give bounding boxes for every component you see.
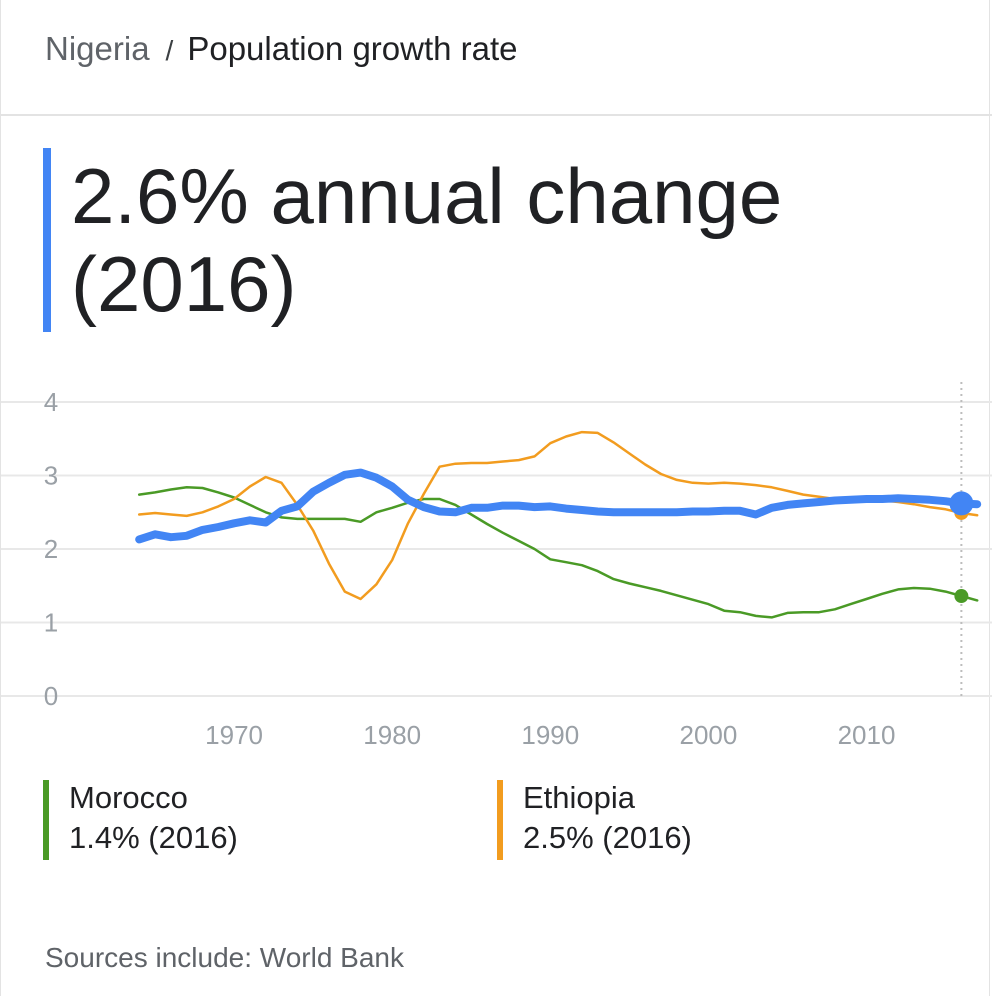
legend-item-ethiopia[interactable]: Ethiopia 2.5% (2016) (497, 778, 692, 860)
y-tick-label-4: 4 (44, 387, 58, 417)
x-tick-label-1980: 1980 (363, 720, 421, 750)
headline-line-1: 2.6% annual change (71, 152, 783, 240)
series-point-nigeria-2016 (949, 491, 974, 516)
y-tick-label-0: 0 (44, 681, 58, 711)
legend-name-ethiopia: Ethiopia (523, 780, 636, 815)
breadcrumb-separator: / (165, 35, 174, 66)
legend-name-morocco: Morocco (69, 780, 188, 815)
headline-accent-bar (43, 148, 51, 332)
breadcrumb-topic: Population growth rate (187, 30, 518, 67)
x-tick-label-1990: 1990 (521, 720, 579, 750)
header-divider (1, 114, 992, 116)
y-tick-label-1: 1 (44, 608, 58, 638)
source-note: Sources include: World Bank (45, 942, 404, 973)
breadcrumb: Nigeria / Population growth rate (45, 26, 518, 74)
series-line-nigeria (135, 468, 982, 544)
series-point-morocco-2016 (954, 589, 969, 604)
breadcrumb-country[interactable]: Nigeria (45, 30, 150, 67)
series-line-ethiopia (137, 430, 979, 601)
x-tick-label-1970: 1970 (205, 720, 263, 750)
x-tick-label-2000: 2000 (679, 720, 737, 750)
legend-value-ethiopia: 2.5% (2016) (523, 820, 692, 855)
legend-value-morocco: 1.4% (2016) (69, 820, 238, 855)
headline-line-2: (2016) (71, 240, 297, 328)
legend-color-bar-ethiopia (497, 780, 503, 860)
x-tick-label-2010: 2010 (838, 720, 896, 750)
legend-color-bar-morocco (43, 780, 49, 860)
population-growth-chart[interactable]: 0 1 2 3 4 1970 1980 1990 2000 2010 (1, 376, 992, 756)
headline-value: 2.6% annual change (2016) (71, 152, 971, 328)
y-tick-label-3: 3 (44, 461, 58, 491)
y-tick-label-2: 2 (44, 534, 58, 564)
legend-item-morocco[interactable]: Morocco 1.4% (2016) (43, 778, 238, 860)
